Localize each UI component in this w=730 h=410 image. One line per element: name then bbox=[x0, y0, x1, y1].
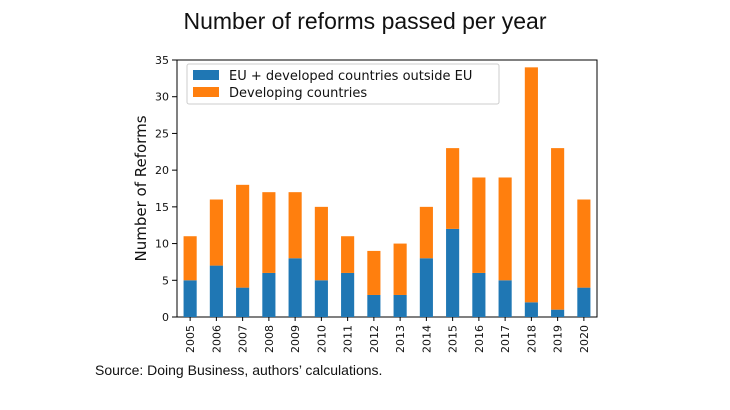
bar-developed-2012 bbox=[367, 294, 381, 317]
legend: EU + developed countries outside EU Devel… bbox=[186, 63, 500, 105]
bar-developed-2015 bbox=[446, 228, 460, 317]
y-axis-label: Number of Reforms bbox=[132, 115, 150, 261]
bar-developing-2013 bbox=[393, 243, 407, 295]
y-tick-label: 15 bbox=[155, 201, 169, 214]
y-tick-label: 5 bbox=[162, 274, 169, 287]
bar-developed-2018 bbox=[524, 302, 538, 317]
bar-developed-2020 bbox=[577, 287, 591, 317]
axes: 0 5 10 15 20 25 30 35 Number of Reforms 2005 2006 2… bbox=[132, 54, 598, 353]
bar-developing-2011 bbox=[341, 236, 355, 273]
legend-swatch-developed bbox=[193, 70, 219, 80]
x-tick-label-2018: 2018 bbox=[525, 325, 538, 353]
bar-developing-2014 bbox=[419, 206, 433, 259]
bar-developed-2009 bbox=[288, 258, 302, 317]
y-tick-label: 10 bbox=[155, 238, 169, 251]
x-tick-label-2013: 2013 bbox=[394, 325, 407, 353]
y-tick-label: 35 bbox=[155, 54, 169, 67]
y-tick-label: 0 bbox=[162, 311, 169, 324]
bar-developing-2007 bbox=[236, 184, 250, 288]
x-tick-label-2019: 2019 bbox=[552, 325, 565, 353]
x-tick-label-2008: 2008 bbox=[263, 325, 276, 353]
bars bbox=[183, 67, 591, 317]
x-tick-label-2007: 2007 bbox=[237, 325, 250, 353]
y-tick-label: 25 bbox=[155, 127, 169, 140]
bar-developing-2012 bbox=[367, 250, 381, 295]
bar-developed-2013 bbox=[393, 294, 407, 317]
legend-label-developed: EU + developed countries outside EU bbox=[229, 69, 472, 84]
x-tick-label-2012: 2012 bbox=[368, 325, 381, 353]
bar-developed-2006 bbox=[209, 265, 223, 317]
x-tick-label-2009: 2009 bbox=[289, 325, 302, 353]
bar-developed-2014 bbox=[419, 258, 433, 317]
x-tick-label-2005: 2005 bbox=[184, 325, 197, 353]
x-tick-label-2014: 2014 bbox=[420, 325, 433, 353]
x-tick-label-2015: 2015 bbox=[447, 325, 460, 353]
bar-developed-2010 bbox=[314, 280, 328, 317]
x-tick-label-2011: 2011 bbox=[342, 325, 355, 353]
bar-developed-2019 bbox=[551, 309, 565, 317]
legend-box bbox=[186, 63, 500, 105]
bar-developing-2017 bbox=[498, 177, 512, 281]
bar-developing-2005 bbox=[183, 236, 197, 281]
x-tick-label-2016: 2016 bbox=[473, 325, 486, 353]
x-tick-label-2006: 2006 bbox=[210, 325, 223, 353]
stacked-bar-chart: 0 5 10 15 20 25 30 35 Number of Reforms 2005 2006 2… bbox=[132, 54, 598, 353]
bar-developed-2007 bbox=[236, 287, 250, 317]
bar-developing-2019 bbox=[551, 148, 565, 310]
source-note: Source: Doing Business, authors’ calcula… bbox=[95, 362, 383, 378]
bar-developed-2011 bbox=[341, 272, 355, 317]
x-tick-label-2010: 2010 bbox=[315, 325, 328, 353]
y-tick-label: 20 bbox=[155, 164, 169, 177]
chart-title: Number of reforms passed per year bbox=[183, 8, 547, 34]
bar-developing-2020 bbox=[577, 199, 591, 288]
bar-developing-2008 bbox=[262, 192, 276, 273]
bar-developing-2016 bbox=[472, 177, 486, 273]
legend-label-developing: Developing countries bbox=[229, 86, 367, 101]
bar-developing-2015 bbox=[446, 148, 460, 229]
x-tick-label-2017: 2017 bbox=[499, 325, 512, 353]
bar-developed-2005 bbox=[183, 280, 197, 317]
bar-developed-2016 bbox=[472, 272, 486, 317]
bar-developed-2008 bbox=[262, 272, 276, 317]
y-tick-label: 30 bbox=[155, 91, 169, 104]
bar-developing-2009 bbox=[288, 192, 302, 259]
bar-developed-2017 bbox=[498, 280, 512, 317]
plot-frame bbox=[176, 59, 598, 318]
bar-developing-2006 bbox=[209, 199, 223, 266]
x-tick-label-2020: 2020 bbox=[578, 325, 591, 353]
bar-developing-2018 bbox=[524, 67, 538, 303]
bar-developing-2010 bbox=[314, 206, 328, 281]
legend-swatch-developing bbox=[193, 87, 219, 97]
